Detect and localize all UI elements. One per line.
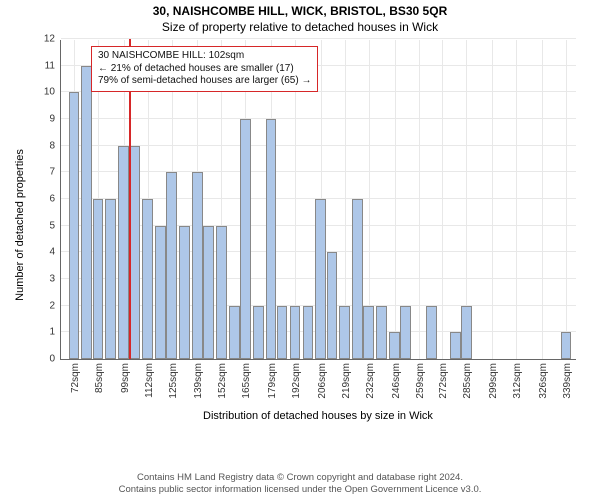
histogram-bar [363, 306, 374, 359]
histogram-bar [315, 199, 326, 359]
gridline-v [492, 40, 493, 359]
y-tick: 10 [44, 87, 61, 98]
y-tick: 3 [49, 274, 61, 285]
gridline-v [542, 40, 543, 359]
histogram-bar [81, 66, 92, 359]
histogram-bar [339, 306, 350, 359]
gridline-h [61, 118, 576, 119]
y-axis-label: Number of detached properties [14, 149, 26, 301]
histogram-bar [105, 199, 116, 359]
histogram-bar [166, 172, 177, 359]
x-tick: 85sqm [94, 359, 105, 393]
x-axis-label: Distribution of detached houses by size … [60, 410, 576, 422]
y-tick: 1 [49, 327, 61, 338]
histogram-bar [400, 306, 411, 359]
gridline-v [516, 40, 517, 359]
y-tick: 12 [44, 34, 61, 45]
footer: Contains HM Land Registry data © Crown c… [0, 472, 600, 496]
x-tick: 72sqm [70, 359, 81, 393]
y-tick: 11 [45, 60, 61, 71]
histogram-bar [179, 226, 190, 359]
footer-line2: Contains public sector information licen… [0, 484, 600, 496]
y-tick: 0 [49, 354, 61, 365]
x-tick: 246sqm [391, 359, 402, 399]
histogram-bar [118, 146, 129, 359]
plot-area: 012345678910111272sqm85sqm99sqm112sqm125… [60, 40, 576, 360]
footer-line1: Contains HM Land Registry data © Crown c… [0, 472, 600, 484]
gridline-v [442, 40, 443, 359]
histogram-bar [192, 172, 203, 359]
x-tick: 139sqm [193, 359, 204, 399]
histogram-bar [277, 306, 288, 359]
x-tick: 99sqm [120, 359, 131, 393]
annotation-line3: 79% of semi-detached houses are larger (… [98, 75, 311, 88]
histogram-bar [352, 199, 363, 359]
histogram-bar [303, 306, 314, 359]
annotation-box: 30 NAISHCOMBE HILL: 102sqm ← 21% of deta… [91, 46, 318, 92]
x-tick: 339sqm [562, 359, 573, 399]
histogram-bar [203, 226, 214, 359]
x-tick: 206sqm [317, 359, 328, 399]
page-subtitle: Size of property relative to detached ho… [0, 18, 600, 38]
y-tick: 7 [49, 167, 61, 178]
histogram-bar [253, 306, 264, 359]
histogram-bar [155, 226, 166, 359]
histogram-bar [389, 332, 400, 359]
histogram-bar [266, 119, 277, 359]
annotation-line2: ← 21% of detached houses are smaller (17… [98, 63, 311, 76]
x-tick: 299sqm [488, 359, 499, 399]
y-tick: 8 [49, 140, 61, 151]
x-tick: 312sqm [512, 359, 523, 399]
histogram-bar [142, 199, 153, 359]
histogram-bar [240, 119, 251, 359]
x-tick: 232sqm [365, 359, 376, 399]
gridline-h [61, 38, 576, 39]
histogram-bar [93, 199, 104, 359]
page-title: 30, NAISHCOMBE HILL, WICK, BRISTOL, BS30… [0, 0, 600, 18]
histogram-bar [327, 252, 338, 359]
histogram-bar [426, 306, 437, 359]
x-tick: 259sqm [415, 359, 426, 399]
chart-container: Number of detached properties 0123456789… [26, 40, 582, 410]
x-tick: 152sqm [217, 359, 228, 399]
histogram-bar [561, 332, 572, 359]
x-tick: 326sqm [538, 359, 549, 399]
x-tick: 272sqm [438, 359, 449, 399]
histogram-bar [376, 306, 387, 359]
histogram-bar [461, 306, 472, 359]
histogram-bar [229, 306, 240, 359]
x-tick: 112sqm [144, 359, 155, 398]
gridline-v [419, 40, 420, 359]
x-tick: 165sqm [241, 359, 252, 399]
gridline-v [566, 40, 567, 359]
y-tick: 6 [49, 194, 61, 205]
annotation-line1: 30 NAISHCOMBE HILL: 102sqm [98, 50, 311, 63]
x-tick: 125sqm [168, 359, 179, 399]
x-tick: 219sqm [341, 359, 352, 399]
gridline-v [395, 40, 396, 359]
y-tick: 9 [49, 114, 61, 125]
y-tick: 5 [49, 220, 61, 231]
histogram-bar [69, 92, 80, 359]
y-tick: 4 [49, 247, 61, 258]
y-tick: 2 [49, 300, 61, 311]
x-tick: 179sqm [267, 359, 278, 399]
histogram-bar [290, 306, 301, 359]
x-tick: 192sqm [291, 359, 302, 399]
x-tick: 285sqm [462, 359, 473, 399]
histogram-bar [216, 226, 227, 359]
histogram-bar [450, 332, 461, 359]
